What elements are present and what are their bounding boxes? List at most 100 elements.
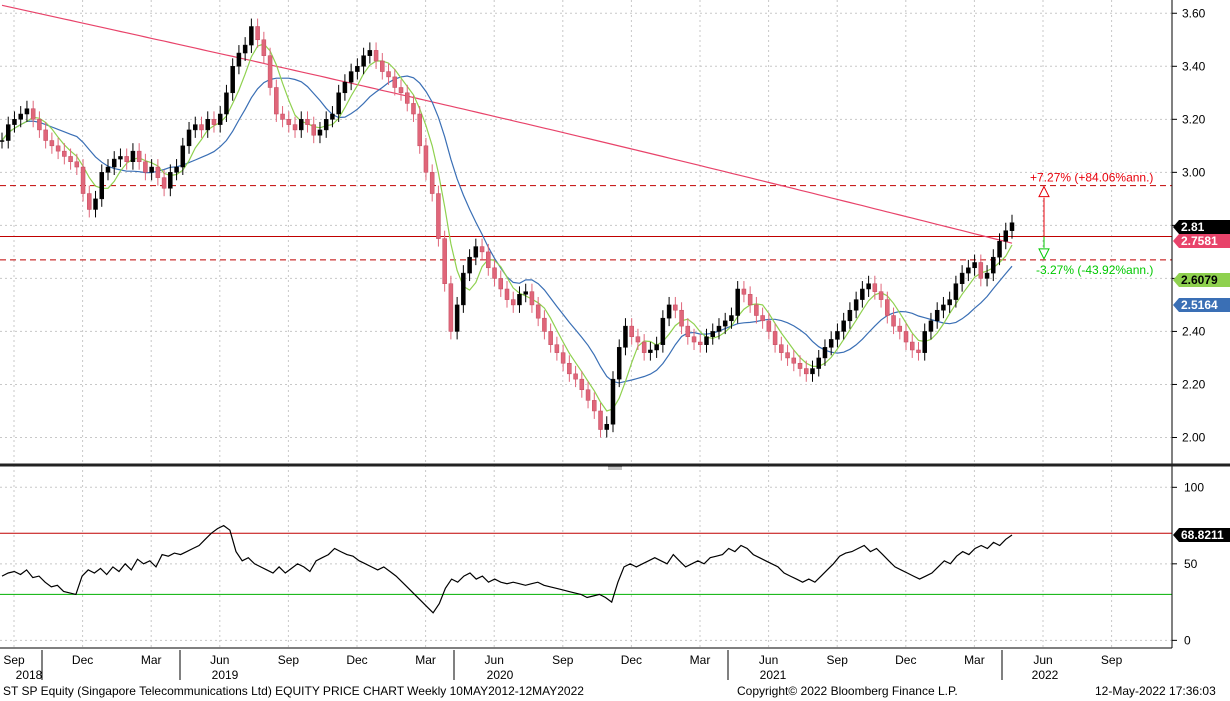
candle-body: [380, 60, 385, 72]
month-tick-label: Jun: [1033, 653, 1052, 667]
candle-body: [361, 55, 366, 67]
candle-body: [18, 113, 23, 120]
month-tick-label: Sep: [552, 653, 574, 667]
ma-long-value-label-box: [1173, 234, 1230, 248]
candle-body: [909, 341, 915, 351]
candle-body: [442, 238, 447, 284]
candle-body: [972, 262, 977, 269]
candle-body: [68, 156, 73, 162]
candle-body: [517, 294, 522, 306]
candle-body: [105, 166, 111, 173]
upside-annotation: +7.27% (+84.06%ann.): [1030, 171, 1153, 185]
ma-short-value-label: 2.6079: [1181, 273, 1218, 287]
month-tick-label: Dec: [346, 653, 367, 667]
candle-body: [729, 315, 734, 322]
candle-body: [479, 246, 485, 253]
candle-body: [436, 193, 441, 239]
candle-body: [336, 92, 341, 115]
candle-body: [866, 283, 871, 290]
grid-lines: [0, 0, 1172, 648]
candle-body: [467, 256, 472, 274]
candle-body: [959, 272, 965, 284]
footer-timestamp: 12-May-2022 17:36:03: [1095, 684, 1216, 698]
candle-body: [573, 373, 578, 380]
candle-body: [186, 129, 192, 147]
candle-body: [535, 304, 541, 319]
year-label: 2018: [16, 668, 43, 680]
candle-body: [504, 288, 510, 300]
candle-body: [423, 145, 429, 173]
candle-body: [1009, 222, 1015, 231]
candle-body: [629, 325, 634, 337]
candle-body: [828, 339, 834, 348]
candle-body: [598, 410, 603, 430]
price-tick-label: 3.00: [1182, 165, 1206, 179]
candle-body: [579, 378, 585, 391]
candle-body: [635, 336, 641, 343]
month-tick-label: Sep: [827, 653, 849, 667]
candle-body: [93, 198, 98, 210]
candle-body: [74, 161, 80, 168]
rsi-panel: [0, 524, 1172, 614]
candle-body: [922, 331, 927, 353]
candle-body: [323, 119, 329, 131]
footer-copyright: Copyright© 2022 Bloomberg Finance L.P.: [737, 684, 958, 698]
candle-body: [211, 119, 217, 125]
candle-body: [448, 283, 454, 332]
candle-body: [747, 294, 753, 306]
candle-body: [810, 368, 815, 375]
candle-body: [492, 267, 497, 279]
price-tick-label: 2.00: [1182, 430, 1206, 444]
candle-body: [722, 320, 728, 327]
ma-mid-line: [1, 75, 1013, 384]
candle-body: [373, 50, 379, 62]
value-labels: 2.812.7581 2.6079 2.5164 68.8211: [1173, 220, 1230, 543]
candle-body: [161, 177, 167, 189]
candle-body: [111, 158, 117, 168]
candle-body: [934, 309, 940, 322]
month-tick-label: Mar: [141, 653, 162, 667]
candle-body: [404, 92, 410, 104]
candle-body: [398, 87, 404, 94]
candle-body: [984, 272, 990, 279]
candle-body: [236, 52, 242, 67]
candle-body: [673, 304, 678, 311]
candle-body: [299, 119, 304, 131]
candle-body: [261, 39, 267, 56]
candle-body: [585, 389, 591, 401]
candle-body: [317, 129, 323, 136]
candle-body: [735, 288, 740, 316]
candle-body: [772, 331, 778, 345]
candle-body: [804, 368, 809, 375]
candle-body: [916, 349, 921, 353]
candle-body: [710, 331, 715, 337]
month-tick-label: Mar: [964, 653, 985, 667]
candle-body: [224, 92, 229, 115]
candle-body: [267, 55, 273, 88]
candle-body: [567, 362, 572, 375]
candle-body: [242, 44, 248, 54]
candle-body: [305, 119, 310, 125]
candle-body: [193, 124, 198, 131]
candle-body: [486, 251, 491, 269]
candle-body: [367, 50, 373, 56]
month-tick-label: Dec: [621, 653, 642, 667]
candle-body: [155, 166, 161, 178]
candle-body: [741, 288, 747, 295]
ma-short-value-label-box: [1173, 273, 1230, 287]
ma-mid-value-label-box: [1173, 298, 1230, 312]
candle-body: [853, 299, 859, 311]
candle-body: [822, 347, 828, 359]
candle-body: [797, 362, 803, 369]
candle-body: [966, 267, 971, 274]
candles: [0, 18, 1015, 438]
last-price-label: 2.81: [1181, 220, 1205, 234]
candle-body: [87, 193, 92, 210]
candle-body: [342, 81, 348, 94]
candle-body: [623, 325, 628, 348]
candle-body: [230, 66, 235, 94]
candle-body: [99, 172, 105, 200]
month-tick-label: Jun: [485, 653, 504, 667]
candle-body: [12, 119, 17, 125]
candle-body: [679, 309, 684, 327]
